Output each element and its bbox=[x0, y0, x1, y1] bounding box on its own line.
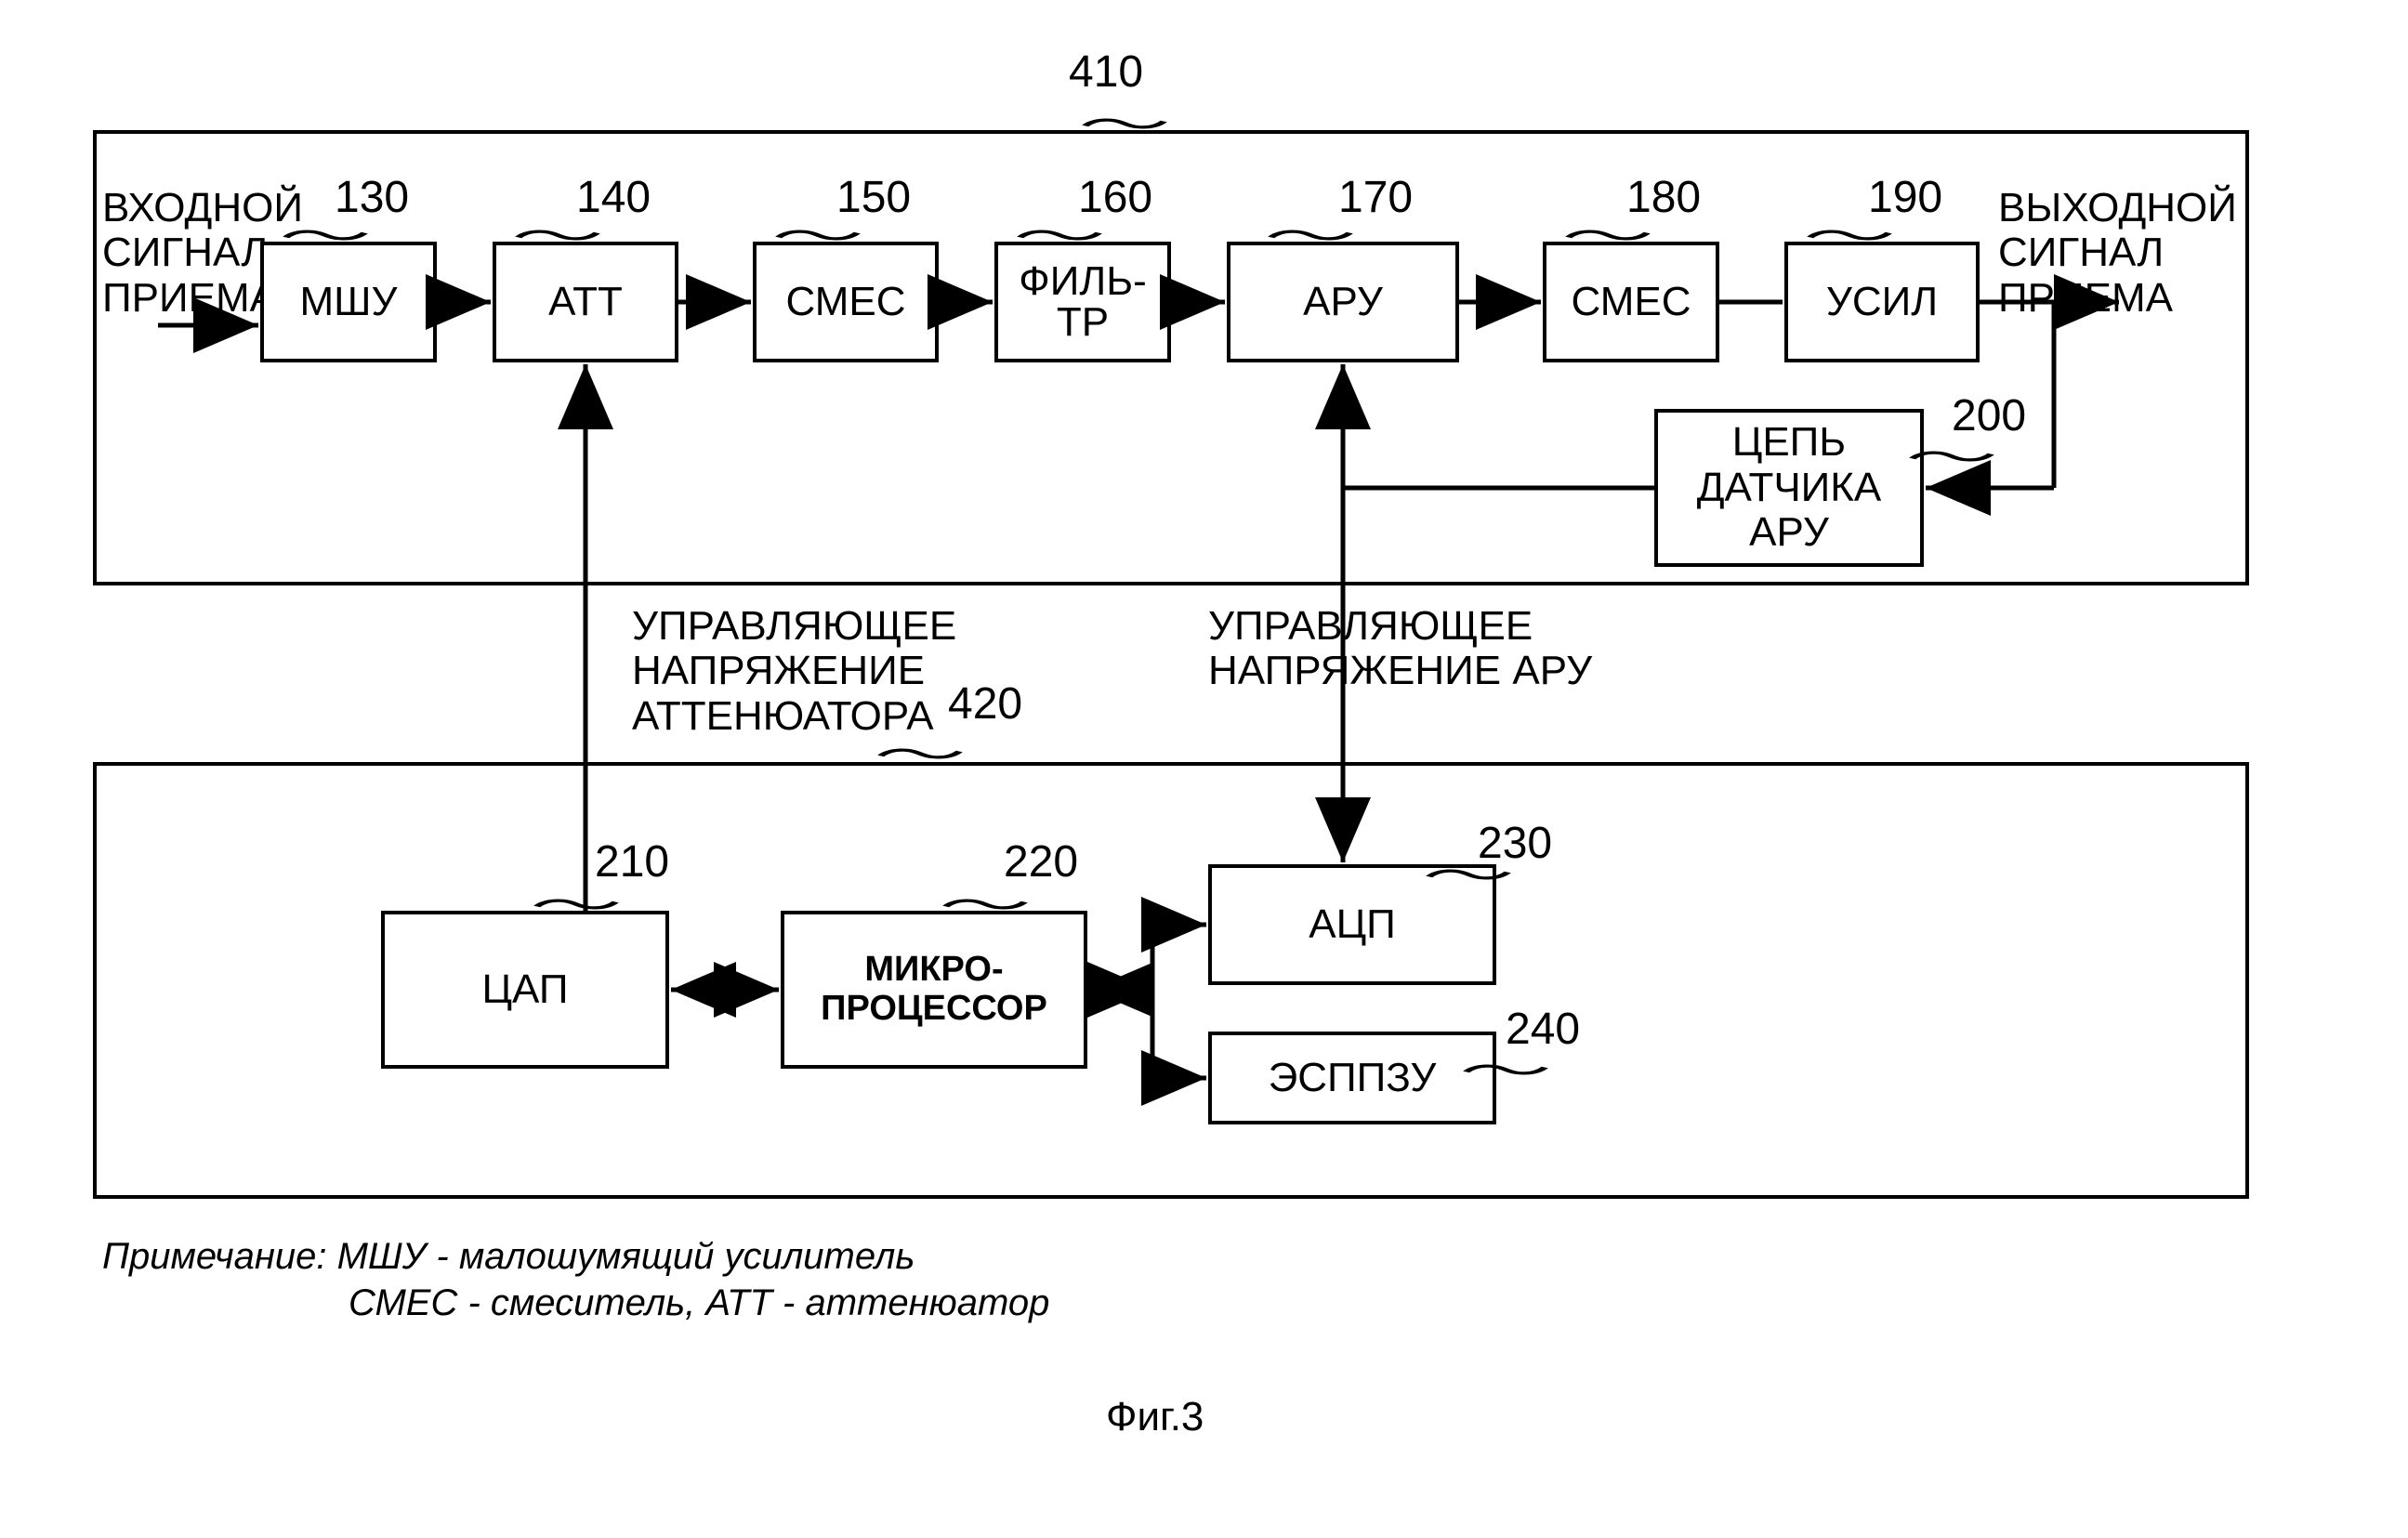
ctrl-att-label: УПРАВЛЯЮЩЕЕ НАПРЯЖЕНИЕ АТТЕНЮАТОРА bbox=[632, 604, 956, 739]
block-agc-text: АРУ bbox=[1303, 279, 1383, 325]
block-mixer2-text: СМЕС bbox=[1571, 279, 1691, 325]
block-mixer1-text: СМЕС bbox=[785, 279, 905, 325]
tilde-220: 〜 bbox=[939, 875, 1032, 929]
note-line1: Примечание: МШУ - малошумящий усилитель bbox=[102, 1236, 915, 1278]
block-filter-text: ФИЛЬ- ТР bbox=[1019, 261, 1146, 343]
tilde-200: 〜 bbox=[1905, 427, 1998, 481]
tilde-140: 〜 bbox=[511, 206, 604, 260]
tilde-160: 〜 bbox=[1013, 206, 1106, 260]
tilde-150: 〜 bbox=[771, 206, 864, 260]
figure-caption: Фиг.3 bbox=[1106, 1394, 1204, 1440]
block-diagram: 410 〜 420 〜 ВХОДНОЙ СИГНАЛ ПРИЕМА ВЫХОДН… bbox=[19, 19, 2388, 1505]
output-signal-label: ВЫХОДНОЙ СИГНАЛ ПРИЕМА bbox=[1998, 186, 2237, 321]
block-dac-text: ЦАП bbox=[481, 966, 568, 1013]
block-att-text: АТТ bbox=[548, 279, 623, 325]
block-eeprom-text: ЭСППЗУ bbox=[1269, 1055, 1437, 1101]
tilde-180: 〜 bbox=[1561, 206, 1654, 260]
tilde-230: 〜 bbox=[1422, 846, 1515, 900]
block-lna-text: МШУ bbox=[300, 279, 398, 325]
note-line2: СМЕС - смеситель, АТТ - аттенюатор bbox=[349, 1282, 1049, 1324]
block-mcu: МИКРО- ПРОЦЕССОР bbox=[781, 911, 1087, 1069]
block-eeprom: ЭСППЗУ bbox=[1208, 1032, 1496, 1124]
block-agc-sensor-text: ЦЕПЬ ДАТЧИКА АРУ bbox=[1697, 420, 1882, 555]
tilde-240: 〜 bbox=[1459, 1041, 1552, 1095]
ref-420: 420 bbox=[948, 678, 1022, 730]
tilde-130: 〜 bbox=[279, 206, 372, 260]
block-amp-text: УСИЛ bbox=[1826, 279, 1938, 325]
tilde-190: 〜 bbox=[1803, 206, 1896, 260]
block-adc-text: АЦП bbox=[1309, 901, 1396, 948]
block-agc-sensor: ЦЕПЬ ДАТЧИКА АРУ bbox=[1654, 409, 1924, 567]
tilde-210: 〜 bbox=[530, 875, 623, 929]
block-mcu-text: МИКРО- ПРОЦЕССОР bbox=[821, 951, 1047, 1029]
ref-410: 410 bbox=[1069, 46, 1143, 98]
block-dac: ЦАП bbox=[381, 911, 669, 1069]
ctrl-agc-label: УПРАВЛЯЮЩЕЕ НАПРЯЖЕНИЕ АРУ bbox=[1208, 604, 1592, 694]
tilde-410: 〜 bbox=[1078, 95, 1171, 149]
tilde-170: 〜 bbox=[1264, 206, 1357, 260]
